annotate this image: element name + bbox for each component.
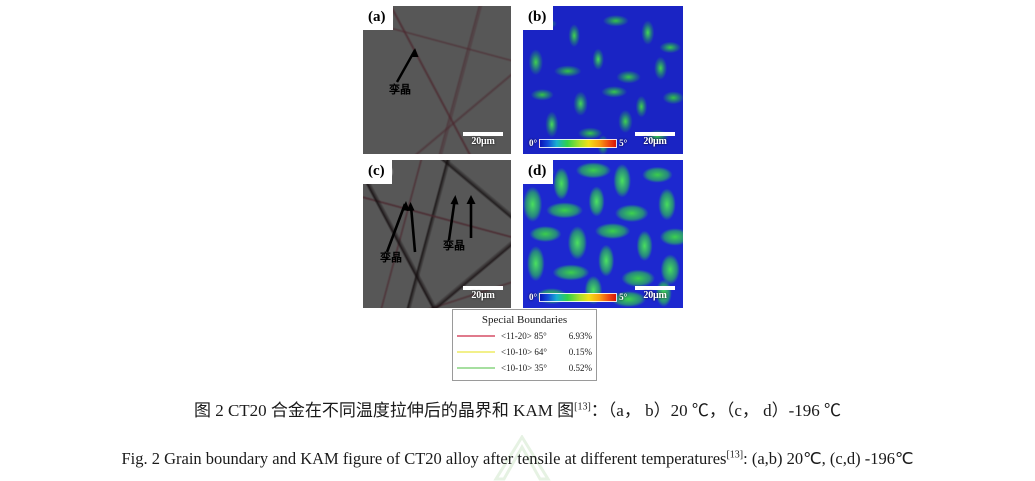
twin-annotation-arrow-c-right	[447, 195, 476, 241]
kam-colorbar-gradient-d	[539, 293, 618, 302]
legend-angle-1: <10-10> 64°	[501, 347, 547, 357]
scalebar-line-a	[463, 132, 503, 136]
caption-chinese-reference: [13]	[574, 401, 591, 413]
scalebar-a: 20μm	[463, 132, 503, 147]
twin-label-text-a: 孪晶	[389, 83, 411, 96]
panel-c-grain-boundary-micrograph: (c) 孪晶 孪晶 20μm	[363, 160, 511, 308]
kam-colorbar-d: 0° 5°	[529, 293, 627, 302]
kam-colorbar-gradient-b	[539, 139, 618, 148]
scalebar-label-d: 20μm	[643, 290, 667, 301]
kam-colorbar-min-b: 0°	[529, 138, 538, 148]
scalebar-d: 20μm	[635, 286, 675, 301]
scalebar-line-d	[635, 286, 675, 290]
twin-label-text-c-right: 孪晶	[443, 239, 465, 252]
legend-angle-0: <11-20> 85°	[501, 331, 547, 341]
legend-title: Special Boundaries	[481, 314, 568, 326]
caption-english-reference: [13]	[726, 449, 744, 461]
scalebar-label-c: 20μm	[471, 290, 495, 301]
legend-swatch-red	[457, 335, 495, 337]
legend-percent-0: 6.93%	[568, 331, 592, 341]
scalebar-c: 20μm	[463, 286, 503, 301]
twin-annotation-arrow-a	[395, 48, 419, 83]
caption-chinese-after: ：（a， b）20 ℃，（c， d）-196 ℃	[590, 401, 842, 420]
legend-percent-2: 0.52%	[568, 363, 592, 373]
scalebar-label-b: 20μm	[643, 136, 667, 147]
legend-angle-2: <10-10> 35°	[501, 363, 547, 373]
caption-chinese-before: 图 2 CT20 合金在不同温度拉伸后的晶界和 KAM 图	[193, 401, 575, 420]
scalebar-b: 20μm	[635, 132, 675, 147]
panel-b-kam-map: (b) 0° 5° 20μm	[523, 6, 683, 154]
special-boundary-overlay-a	[363, 6, 511, 154]
panel-label-d: (d)	[523, 160, 554, 184]
panel-d-kam-map: (d) 0° 5° 20μm	[523, 160, 683, 308]
panel-label-a: (a)	[363, 6, 393, 30]
caption-chinese: 图 2 CT20 合金在不同温度拉伸后的晶界和 KAM 图[13]：（a， b）…	[0, 399, 1035, 423]
panel-label-c: (c)	[363, 160, 392, 184]
legend-row: <10-10> 35° 0.52%	[457, 360, 592, 376]
scalebar-label-a: 20μm	[471, 136, 495, 147]
legend-swatch-green	[457, 367, 495, 369]
legend-swatch-yellow	[457, 351, 495, 353]
panel-label-b: (b)	[523, 6, 554, 30]
caption-english-after: : (a,b) 20℃, (c,d) -196℃	[743, 449, 914, 468]
kam-colorbar-max-b: 5°	[619, 138, 628, 148]
kam-colorbar-min-d: 0°	[529, 292, 538, 302]
panel-a-grain-boundary-micrograph: (a) 孪晶 20μm	[363, 6, 511, 154]
kam-colorbar-max-d: 5°	[619, 292, 628, 302]
twin-label-text-c-left: 孪晶	[380, 251, 402, 264]
scalebar-line-b	[635, 132, 675, 136]
scalebar-line-c	[463, 286, 503, 290]
caption-english-before: Fig. 2 Grain boundary and KAM figure of …	[121, 449, 727, 468]
special-boundary-overlay-c	[363, 160, 511, 308]
caption-english: Fig. 2 Grain boundary and KAM figure of …	[0, 447, 1035, 471]
kam-field-d	[523, 160, 683, 308]
kam-colorbar-b: 0° 5°	[529, 139, 627, 148]
legend-row: <10-10> 64° 0.15%	[457, 344, 592, 360]
twin-annotation-arrow-c-left	[385, 201, 417, 253]
special-boundaries-legend: Special Boundaries <11-20> 85° 6.93% <10…	[452, 309, 597, 381]
kam-field-b	[523, 6, 683, 154]
legend-percent-1: 0.15%	[568, 347, 592, 357]
legend-row: <11-20> 85° 6.93%	[457, 328, 592, 344]
